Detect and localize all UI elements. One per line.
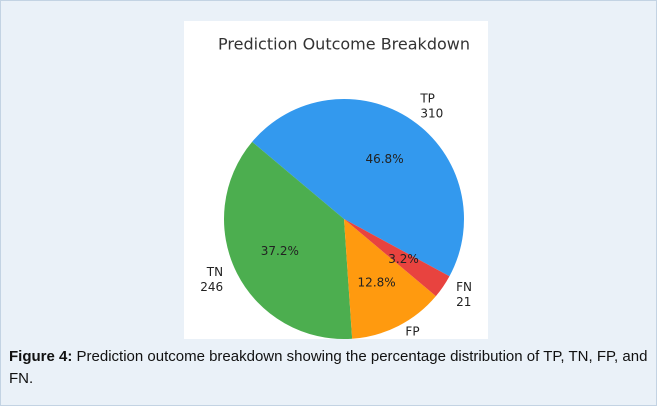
pie-slice [252,99,464,277]
caption-label: Figure 4: [9,348,73,365]
pie-slice [344,219,450,297]
percent-label: 46.8% [365,152,403,166]
count-label: 310 [420,106,443,120]
count-label: 246 [200,280,223,294]
pie-slice [344,219,436,339]
percent-label: 12.8% [358,276,396,290]
percent-label: 3.2% [388,252,419,266]
chart-title: Prediction Outcome Breakdown [218,35,470,54]
category-label: TP [419,91,435,105]
category-label: FN [456,280,472,294]
category-label: TN [206,265,223,279]
caption-text: Prediction outcome breakdown showing the… [9,348,648,387]
percent-label: 37.2% [261,244,299,258]
count-label: 85 [405,339,420,341]
count-label: 21 [456,295,471,309]
pie-slice [224,141,353,339]
caption: Figure 4: Prediction outcome breakdown s… [9,346,651,390]
category-label: FP [405,324,419,338]
